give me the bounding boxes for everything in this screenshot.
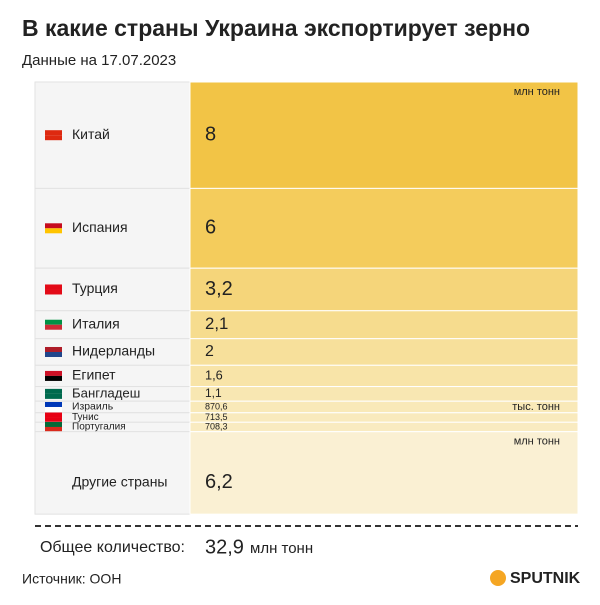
bar [189, 267, 579, 312]
category-label: Египет [72, 367, 116, 383]
flag [45, 406, 62, 412]
bar [189, 412, 579, 423]
flag [45, 351, 62, 357]
total-value: 32,9 [205, 536, 244, 558]
category-label: Турция [72, 280, 118, 296]
flag [45, 393, 62, 399]
flag [45, 135, 62, 141]
unit-label: млн тонн [514, 436, 560, 448]
value-label: 713,5 [205, 412, 228, 422]
logo: SPUTNIK [510, 570, 581, 587]
category-label: Нидерланды [72, 343, 155, 359]
category-label: Бангладеш [72, 385, 140, 400]
chart-title: В какие страны Украина экспортирует зерн… [22, 15, 530, 41]
flag [45, 370, 62, 376]
total-label: Общее количество: [40, 539, 185, 556]
category-label: Италия [72, 315, 120, 331]
bar [189, 338, 579, 366]
unit-label: млн тонн [514, 86, 560, 98]
category-label: Португалия [72, 422, 126, 433]
flag [45, 426, 62, 432]
category-label: Испания [72, 219, 128, 235]
value-label: 6,2 [205, 471, 233, 493]
flag [45, 223, 62, 229]
category-label: Другие страны [72, 474, 168, 490]
value-label: 1,1 [205, 386, 222, 400]
flag [45, 346, 62, 352]
flag [45, 388, 62, 394]
category-label: Тунис [72, 412, 99, 423]
flag [45, 412, 62, 418]
source: Источник: ООН [22, 571, 121, 587]
label-cell [34, 431, 191, 515]
total-unit: млн тонн [250, 540, 313, 557]
bar [189, 81, 579, 189]
flag [45, 417, 62, 423]
flag [45, 401, 62, 407]
value-label: 708,3 [205, 421, 228, 431]
value-label: 870,6 [205, 401, 228, 411]
bar [189, 187, 579, 269]
flag [45, 319, 62, 325]
unit-label: тыс. тонн [512, 401, 560, 413]
flag [45, 421, 62, 427]
flag [45, 289, 62, 295]
value-label: 8 [205, 123, 216, 145]
value-label: 1,6 [205, 367, 223, 382]
subtitle: Данные на 17.07.2023 [22, 52, 176, 69]
flag [45, 284, 62, 290]
flag [45, 375, 62, 381]
bar [189, 421, 579, 433]
bar [189, 431, 579, 515]
logo-icon [490, 570, 506, 586]
category-label: Китай [72, 126, 110, 142]
flag [45, 130, 62, 136]
value-label: 3,2 [205, 278, 233, 300]
value-label: 6 [205, 217, 216, 239]
bar [189, 364, 579, 388]
flag [45, 324, 62, 330]
bar [189, 310, 579, 340]
bar [189, 386, 579, 402]
value-label: 2 [205, 343, 214, 360]
value-label: 2,1 [205, 314, 228, 333]
flag [45, 228, 62, 234]
category-label: Израиль [72, 402, 113, 413]
